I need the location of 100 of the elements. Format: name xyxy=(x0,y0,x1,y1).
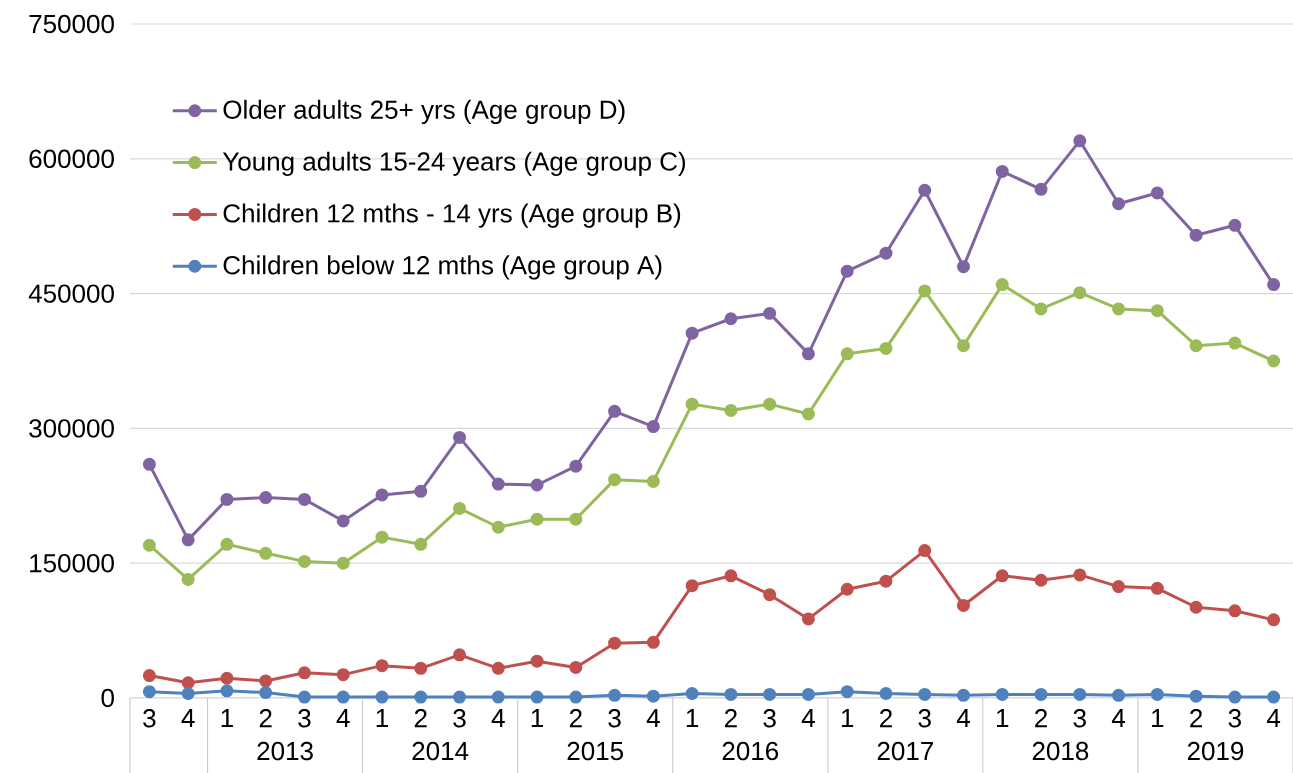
point xyxy=(297,554,311,568)
text: 2018 xyxy=(1032,741,1089,761)
point xyxy=(414,661,428,675)
x-tick-label: 2 xyxy=(1190,709,1202,728)
point xyxy=(220,537,234,551)
point xyxy=(336,690,350,704)
y-tick-label: 0 xyxy=(101,688,114,708)
point xyxy=(1034,182,1048,196)
point xyxy=(297,492,311,506)
text: 2015 xyxy=(567,741,624,761)
point xyxy=(491,477,505,491)
x-tick-label: 3 xyxy=(143,709,156,728)
x-tick-label: 2 xyxy=(569,709,582,728)
point xyxy=(1150,304,1164,318)
legend-label: Children 12 mths - 14 yrs (Age group B) xyxy=(223,203,681,228)
x-tick-label: 1 xyxy=(376,709,388,727)
point xyxy=(608,636,622,650)
x-tick-label: 3 xyxy=(298,709,311,728)
x-tick-label: 3 xyxy=(1073,709,1086,728)
point xyxy=(1150,581,1164,595)
point xyxy=(1228,336,1242,350)
point xyxy=(1034,573,1048,587)
point xyxy=(1267,690,1281,704)
point xyxy=(1189,339,1203,353)
point xyxy=(375,690,389,704)
point xyxy=(297,690,311,704)
point xyxy=(1034,687,1048,701)
x-tick-label: 2 xyxy=(880,709,892,728)
point xyxy=(375,488,389,502)
point xyxy=(685,579,699,593)
point xyxy=(336,514,350,528)
point xyxy=(453,648,467,662)
text: 2019 xyxy=(1187,741,1244,761)
y-tick-label: 600000 xyxy=(29,149,114,169)
point xyxy=(530,690,544,704)
legend-label: Young adults 15-24 years (Age group C) xyxy=(222,151,686,176)
point xyxy=(763,588,777,602)
point xyxy=(801,687,815,701)
point xyxy=(569,512,583,526)
point xyxy=(801,612,815,626)
point xyxy=(1189,600,1203,614)
point xyxy=(1189,228,1203,242)
x-tick-label: 4 xyxy=(181,709,195,727)
text: 2016 xyxy=(722,741,779,761)
point xyxy=(297,666,311,680)
point xyxy=(956,598,970,612)
point xyxy=(995,278,1009,292)
y-tick-label: 450000 xyxy=(28,284,114,303)
point xyxy=(1112,302,1126,316)
x-tick-label: 3 xyxy=(608,709,621,728)
point xyxy=(763,306,777,320)
point xyxy=(1267,278,1281,292)
point xyxy=(646,689,660,703)
point xyxy=(142,538,156,552)
point xyxy=(956,688,970,702)
point xyxy=(840,347,854,361)
point xyxy=(1150,687,1164,701)
point xyxy=(1073,286,1087,300)
point xyxy=(685,397,699,411)
x-tick-label: 2 xyxy=(414,709,427,728)
x-tick-label: 4 xyxy=(1111,709,1126,727)
point xyxy=(1073,134,1087,148)
point xyxy=(142,685,156,699)
x-tick-label: 4 xyxy=(336,709,350,727)
point xyxy=(491,690,505,704)
point xyxy=(491,520,505,534)
point xyxy=(995,687,1009,701)
x-tick-label: 2 xyxy=(724,709,737,728)
x-tick-label: 4 xyxy=(1266,709,1281,727)
point xyxy=(181,533,195,547)
point xyxy=(685,687,699,701)
point xyxy=(840,264,854,278)
point xyxy=(1228,218,1242,232)
point xyxy=(1073,568,1087,582)
point xyxy=(1112,197,1126,211)
point xyxy=(995,569,1009,583)
x-tick-label: 1 xyxy=(686,709,699,727)
point xyxy=(724,312,738,326)
point xyxy=(724,403,738,417)
point xyxy=(956,339,970,353)
point xyxy=(608,688,622,702)
point xyxy=(879,341,893,355)
point xyxy=(259,674,273,688)
x-tick-label: 1 xyxy=(531,709,544,727)
point xyxy=(956,260,970,274)
point xyxy=(918,687,932,701)
point xyxy=(1112,580,1126,594)
point xyxy=(453,430,467,444)
point xyxy=(569,660,583,674)
y-tick-label: 300000 xyxy=(29,419,114,438)
point xyxy=(259,686,273,700)
point xyxy=(414,537,428,551)
x-tick-label: 1 xyxy=(1152,709,1164,727)
point xyxy=(763,687,777,701)
point xyxy=(879,687,893,701)
x-tick-label: 1 xyxy=(997,709,1009,727)
y-tick-label: 150000 xyxy=(30,553,114,573)
point xyxy=(142,457,156,471)
point xyxy=(259,491,273,505)
x-tick-label: 2 xyxy=(1035,709,1047,728)
